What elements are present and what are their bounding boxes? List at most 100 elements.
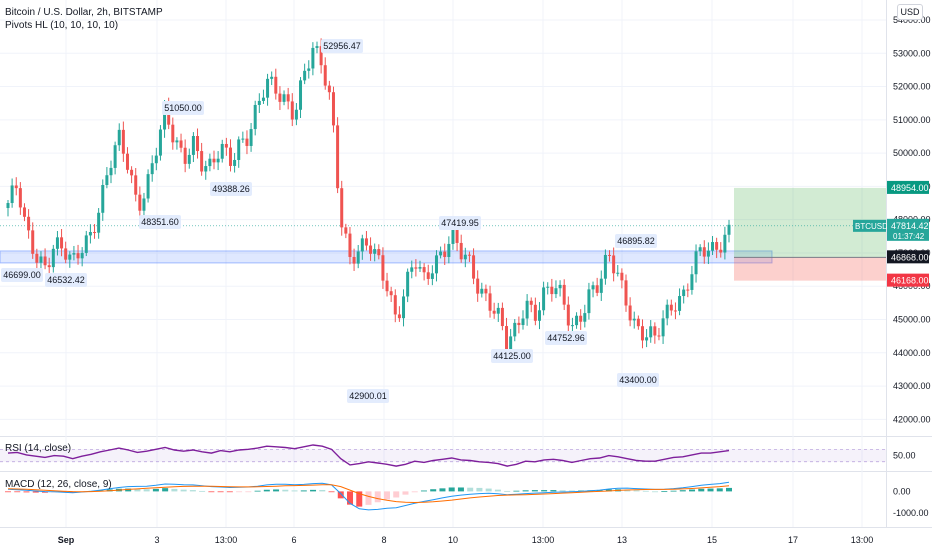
- candle-body: [533, 304, 537, 321]
- time-tick-label: 10: [448, 535, 458, 545]
- pivot-label-bg: [139, 215, 181, 229]
- symbol-tag: BTCUSD: [855, 222, 888, 231]
- candle-body: [389, 291, 393, 296]
- pivot-label-bg: [321, 39, 363, 53]
- candle-body: [35, 253, 39, 263]
- macd-histogram-bar: [522, 490, 529, 492]
- pivot-label: 46532.42: [45, 273, 87, 287]
- candle-body: [27, 216, 31, 231]
- position-stop-zone: [734, 257, 886, 281]
- currency-button[interactable]: USD: [897, 4, 923, 20]
- macd-histogram-bar: [393, 491, 400, 498]
- candle-body: [187, 154, 191, 164]
- candle-body: [200, 151, 204, 172]
- candle-body: [682, 289, 686, 297]
- candle-body: [228, 147, 232, 166]
- candle-body: [603, 254, 607, 279]
- price-tick-label: 43000.00: [893, 381, 931, 391]
- pivot-label-bg: [162, 101, 204, 115]
- candle-body: [599, 278, 603, 293]
- candle-body: [105, 175, 109, 185]
- pivot-label-text: 46699.00: [3, 270, 41, 280]
- macd-histogram-bar: [189, 490, 196, 492]
- candle-body: [377, 249, 381, 256]
- candle-body: [719, 249, 723, 253]
- candle-body: [393, 295, 397, 315]
- candle-body: [706, 250, 710, 257]
- macd-legend[interactable]: MACD (12, 26, close, 9): [5, 479, 112, 490]
- candle-body: [64, 248, 68, 260]
- candle-body: [723, 234, 727, 253]
- candle-body: [93, 232, 97, 234]
- macd-histogram-bar: [208, 491, 215, 493]
- signal-line: [7, 484, 730, 504]
- pivot-label-bg: [1, 268, 43, 282]
- candle-body: [678, 296, 682, 311]
- last-price-tag-bg: [887, 218, 929, 241]
- candle-body: [653, 326, 657, 336]
- candle-body: [80, 252, 84, 259]
- macd-histogram-bar: [513, 490, 520, 492]
- macd-histogram-bar: [411, 491, 418, 493]
- price-axis: 54000.0053000.0052000.0051000.0050000.00…: [853, 15, 931, 518]
- candle-body: [583, 313, 587, 322]
- macd-histogram-bar: [420, 490, 427, 492]
- macd-histogram-bar: [467, 487, 474, 492]
- candle-body: [661, 318, 665, 337]
- candle-body: [496, 307, 500, 314]
- time-tick-label: 8: [381, 535, 386, 545]
- rsi-legend[interactable]: RSI (14, close): [5, 443, 72, 454]
- candle-body: [620, 272, 624, 281]
- candle-body: [702, 247, 706, 257]
- candle-body: [640, 326, 644, 341]
- stop-price-tag: 46168.00: [891, 276, 929, 286]
- candle-body: [645, 337, 649, 341]
- candle-body: [636, 318, 640, 327]
- macd-histogram-bar: [698, 488, 705, 492]
- target-price-tag-bg: [887, 180, 929, 194]
- macd-histogram-bar: [642, 490, 649, 492]
- macd-histogram-bar: [633, 490, 640, 492]
- pivot-label: 51050.00: [162, 101, 204, 115]
- macd-histogram-bar: [236, 491, 243, 493]
- rsi-pane: [0, 444, 886, 467]
- pivot-label-text: 42900.01: [349, 391, 387, 401]
- candle-body: [146, 174, 150, 199]
- candle-body: [575, 315, 579, 326]
- candle-body: [657, 335, 661, 337]
- pivot-label: 49388.26: [210, 182, 252, 196]
- candle-body: [550, 286, 554, 295]
- pivot-label: 47419.95: [439, 216, 481, 230]
- candle-body: [348, 233, 352, 257]
- pivot-labels: 46699.00 46532.42 51050.00 48351.60 49388.26…: [1, 39, 659, 403]
- candle-body: [443, 251, 447, 257]
- candle-body: [224, 143, 228, 148]
- candle-body: [6, 203, 10, 209]
- candle-body: [290, 101, 294, 120]
- candle-body: [385, 280, 389, 292]
- candle-body: [344, 227, 348, 234]
- candle-body: [113, 145, 117, 168]
- candle-body: [406, 271, 410, 297]
- pivot-label-text: 43400.00: [619, 375, 657, 385]
- candle-body: [451, 229, 455, 244]
- candle-body: [134, 175, 138, 195]
- macd-histogram-bar: [97, 490, 104, 492]
- indicator-legend[interactable]: Pivots HL (10, 10, 10, 10): [5, 20, 119, 31]
- macd-histogram-bar: [726, 487, 732, 492]
- candle-body: [43, 256, 47, 266]
- macd-histogram-bar: [716, 488, 723, 492]
- candle-body: [72, 253, 76, 255]
- candle-body: [60, 237, 64, 249]
- macd-histogram-bar: [430, 489, 437, 492]
- macd-histogram-bar: [310, 489, 317, 492]
- candle-body: [261, 97, 265, 101]
- macd-histogram-bar: [125, 488, 132, 492]
- candle-body: [76, 253, 80, 259]
- candle-body: [270, 76, 274, 79]
- candle-body: [340, 188, 344, 228]
- candle-body: [694, 251, 698, 275]
- candle-body: [171, 124, 175, 143]
- candle-body: [163, 105, 167, 130]
